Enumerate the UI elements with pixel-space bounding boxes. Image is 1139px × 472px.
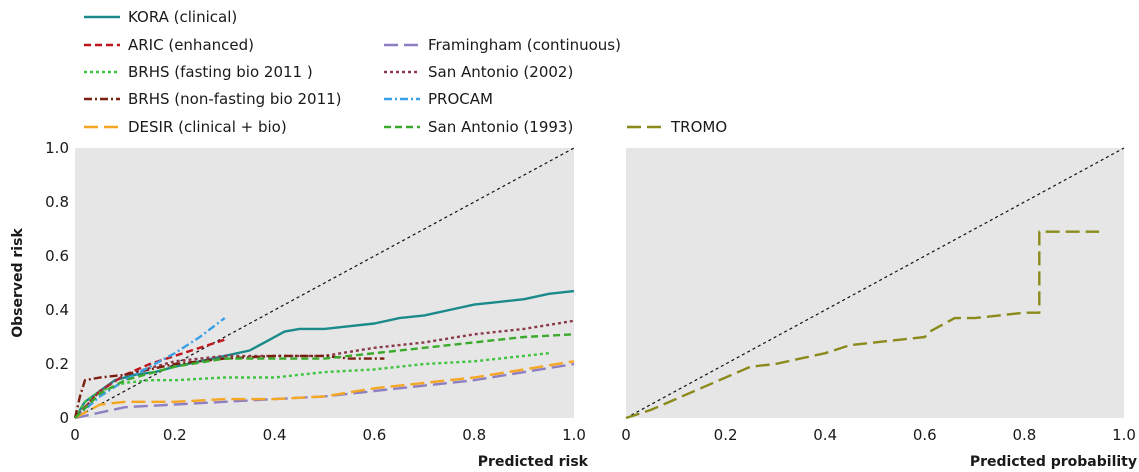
x-tick-label: 0.8 xyxy=(1012,426,1036,444)
legend-label: San Antonio (1993) xyxy=(428,118,573,136)
series-san-antonio-2002 xyxy=(74,319,575,419)
legend-label: BRHS (fasting bio 2011 ) xyxy=(128,63,313,81)
x-tick-label: 0.4 xyxy=(813,426,837,444)
legend-item-brhs-non-fasting-bio-2011: BRHS (non-fasting bio 2011) xyxy=(84,90,342,108)
legend-item-brhs-fasting-bio-2011: BRHS (fasting bio 2011 ) xyxy=(84,63,313,81)
calibration-plot-left: 0 0.2 0.4 0.6 0.8 1.0 0 0.2 0.4 0.6 0.8 1.0 Predicte… xyxy=(10,139,589,470)
y-tick-label: 0.4 xyxy=(45,301,69,319)
legend: KORA (clinical) ARIC (enhanced) Framingham… xyxy=(84,8,727,136)
y-tick-label: 0.8 xyxy=(45,193,69,211)
x-axis-title-left: Predicted risk xyxy=(478,454,589,470)
legend-label: TROMO xyxy=(670,118,727,136)
legend-item-aric-enhanced: ARIC (enhanced) xyxy=(84,36,254,54)
series-brhs-fasting-bio-2011 xyxy=(73,352,550,419)
legend-label: ARIC (enhanced) xyxy=(128,36,254,54)
legend-item-desir-clinical-bio: DESIR (clinical + bio) xyxy=(84,118,287,136)
legend-label: San Antonio (2002) xyxy=(428,63,573,81)
x-tick-label: 0.2 xyxy=(714,426,738,444)
legend-item-framingham-continuous: Framingham (continuous) xyxy=(384,36,621,54)
y-tick-label: 0.6 xyxy=(45,247,69,265)
legend-item-san-antonio-1993: San Antonio (1993) xyxy=(384,118,573,136)
x-axis-title-right: Predicted probability xyxy=(970,454,1137,470)
series-aric-enhanced xyxy=(74,338,226,419)
legend-item-tromo: TROMO xyxy=(627,118,727,136)
calibration-plot-right: 0 0.2 0.4 0.6 0.8 1.0 Predicted probability xyxy=(621,147,1137,470)
y-tick-label: 1.0 xyxy=(45,139,69,157)
legend-item-kora-clinical: KORA (clinical) xyxy=(84,8,237,26)
legend-label: PROCAM xyxy=(428,90,493,108)
legend-label: BRHS (non-fasting bio 2011) xyxy=(128,90,342,108)
series-tromo xyxy=(625,230,1100,420)
series-brhs-non-fasting-bio-2011 xyxy=(73,354,385,419)
y-axis-title: Observed risk xyxy=(10,228,26,338)
x-tick-label: 0 xyxy=(70,426,80,444)
x-tick-label: 1.0 xyxy=(1112,426,1136,444)
x-tick-label: 0.8 xyxy=(462,426,486,444)
x-tick-label: 1.0 xyxy=(562,426,586,444)
legend-label: KORA (clinical) xyxy=(128,8,237,26)
legend-label: DESIR (clinical + bio) xyxy=(128,118,287,136)
legend-item-procam: PROCAM xyxy=(384,90,493,108)
legend-item-san-antonio-2002: San Antonio (2002) xyxy=(384,63,573,81)
x-tick-label: 0.2 xyxy=(163,426,187,444)
series-desir-clinical-bio xyxy=(74,360,575,420)
legend-label: Framingham (continuous) xyxy=(428,36,621,54)
x-tick-label: 0.6 xyxy=(913,426,937,444)
x-tick-label: 0.4 xyxy=(263,426,287,444)
y-tick-label: 0.2 xyxy=(45,355,69,373)
reference-diagonal-left xyxy=(74,147,575,419)
x-tick-label: 0.6 xyxy=(362,426,386,444)
x-tick-label: 0 xyxy=(621,426,631,444)
series-san-antonio-1993 xyxy=(74,333,575,419)
reference-diagonal-right xyxy=(625,147,1125,419)
series-procam xyxy=(74,317,226,419)
y-tick-label: 0 xyxy=(59,409,69,427)
